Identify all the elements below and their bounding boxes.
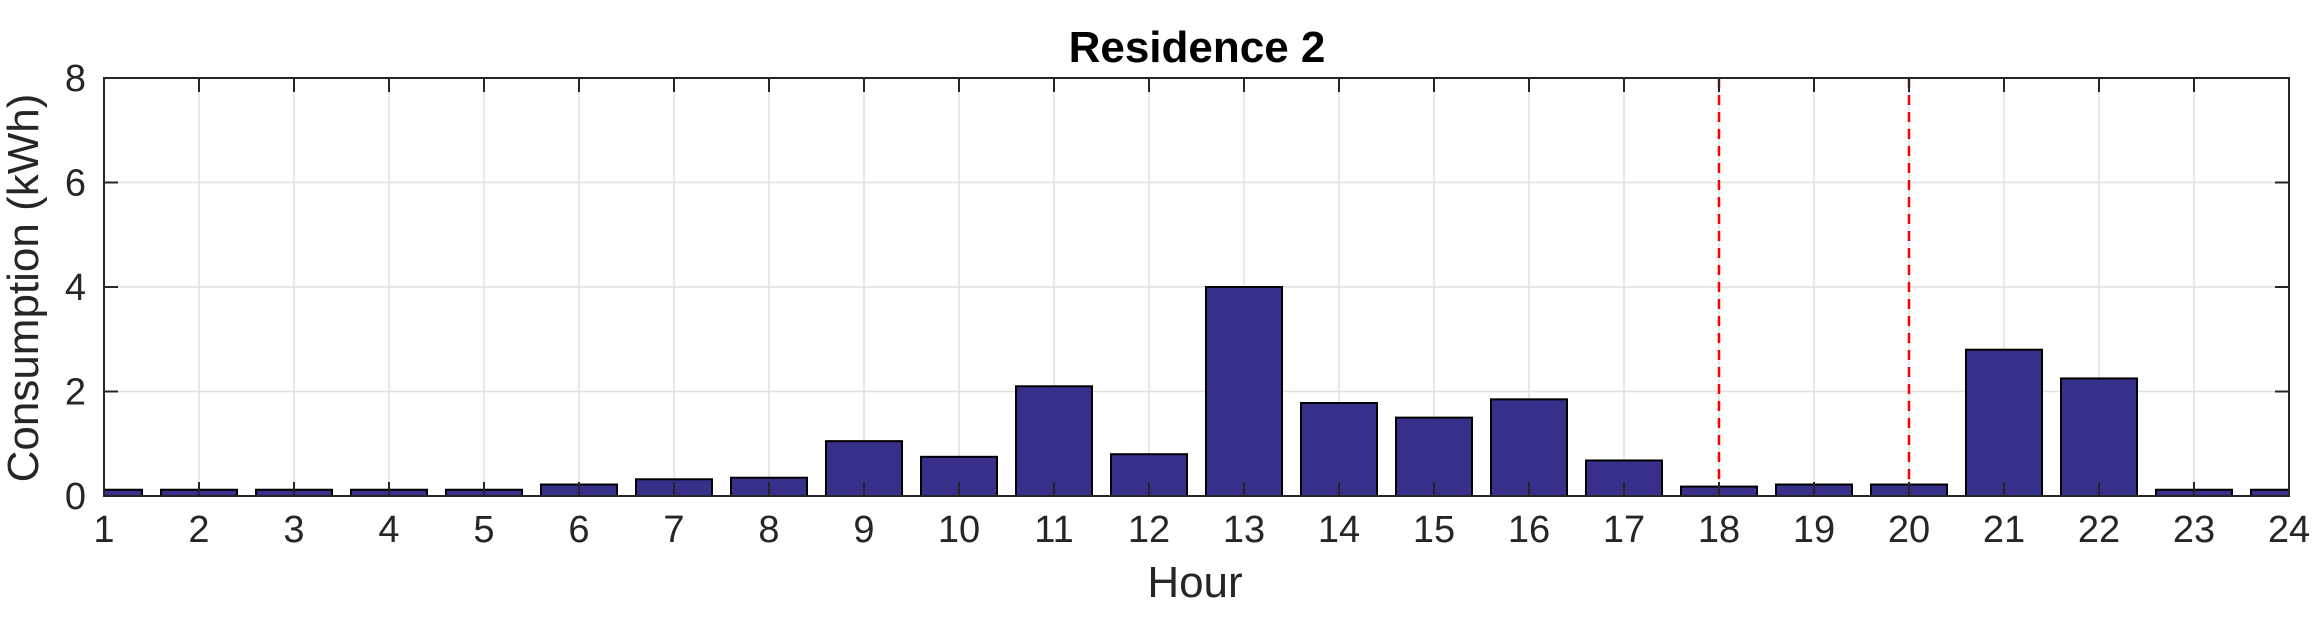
y-tick-label: 2	[65, 372, 86, 414]
x-tick-label: 22	[2078, 509, 2120, 551]
x-tick-label: 7	[663, 509, 684, 551]
bar-hour-16	[1490, 398, 1568, 497]
x-tick-label: 6	[568, 509, 589, 551]
bar-hour-22	[2060, 377, 2138, 497]
x-tick-label: 18	[1698, 509, 1740, 551]
chart-title: Residence 2	[1069, 23, 1326, 72]
x-tick-label: 12	[1128, 509, 1170, 551]
x-tick-label: 17	[1603, 509, 1645, 551]
x-tick-label: 23	[2173, 509, 2215, 551]
x-tick-label: 20	[1888, 509, 1930, 551]
x-tick-label: 10	[938, 509, 980, 551]
x-tick-label: 1	[93, 509, 114, 551]
x-tick-label: 11	[1034, 509, 1073, 551]
x-tick-label: 3	[283, 509, 304, 551]
reference-lines	[1717, 78, 1911, 496]
x-tick-label: 14	[1318, 509, 1360, 551]
x-tick-label: 8	[758, 509, 779, 551]
bar-hour-13	[1205, 286, 1283, 497]
bar-hour-11	[1015, 385, 1093, 497]
x-axis-label: Hour	[1147, 558, 1242, 607]
x-tick-label: 5	[473, 509, 494, 551]
y-axis-ticks: 0 2 4 6 8	[65, 58, 2289, 518]
grid-lines	[103, 77, 2290, 497]
x-tick-label: 24	[2268, 509, 2310, 551]
bar-hour-21	[1965, 348, 2043, 498]
y-axis-label: Consumption (kWh)	[0, 94, 48, 483]
y-tick-label: 4	[65, 267, 86, 309]
bar-hour-9	[825, 440, 903, 498]
y-tick-label: 8	[65, 58, 86, 100]
y-tick-label: 6	[65, 163, 86, 205]
x-tick-label: 9	[853, 509, 874, 551]
x-tick-label: 4	[378, 509, 399, 551]
x-tick-label: 2	[188, 509, 209, 551]
bar-hour-14	[1300, 401, 1378, 497]
y-tick-label: 0	[65, 476, 86, 518]
x-tick-label: 13	[1223, 509, 1265, 551]
x-tick-label: 19	[1793, 509, 1835, 551]
x-tick-label: 16	[1508, 509, 1550, 551]
x-tick-label: 15	[1413, 509, 1455, 551]
x-tick-label: 21	[1983, 509, 2025, 551]
x-axis-ticks: 1 2 3 4 5 6 7 8 9 10 11 12 13 14 15 16 17 18 19 20 21 22 23 24	[93, 78, 2310, 551]
